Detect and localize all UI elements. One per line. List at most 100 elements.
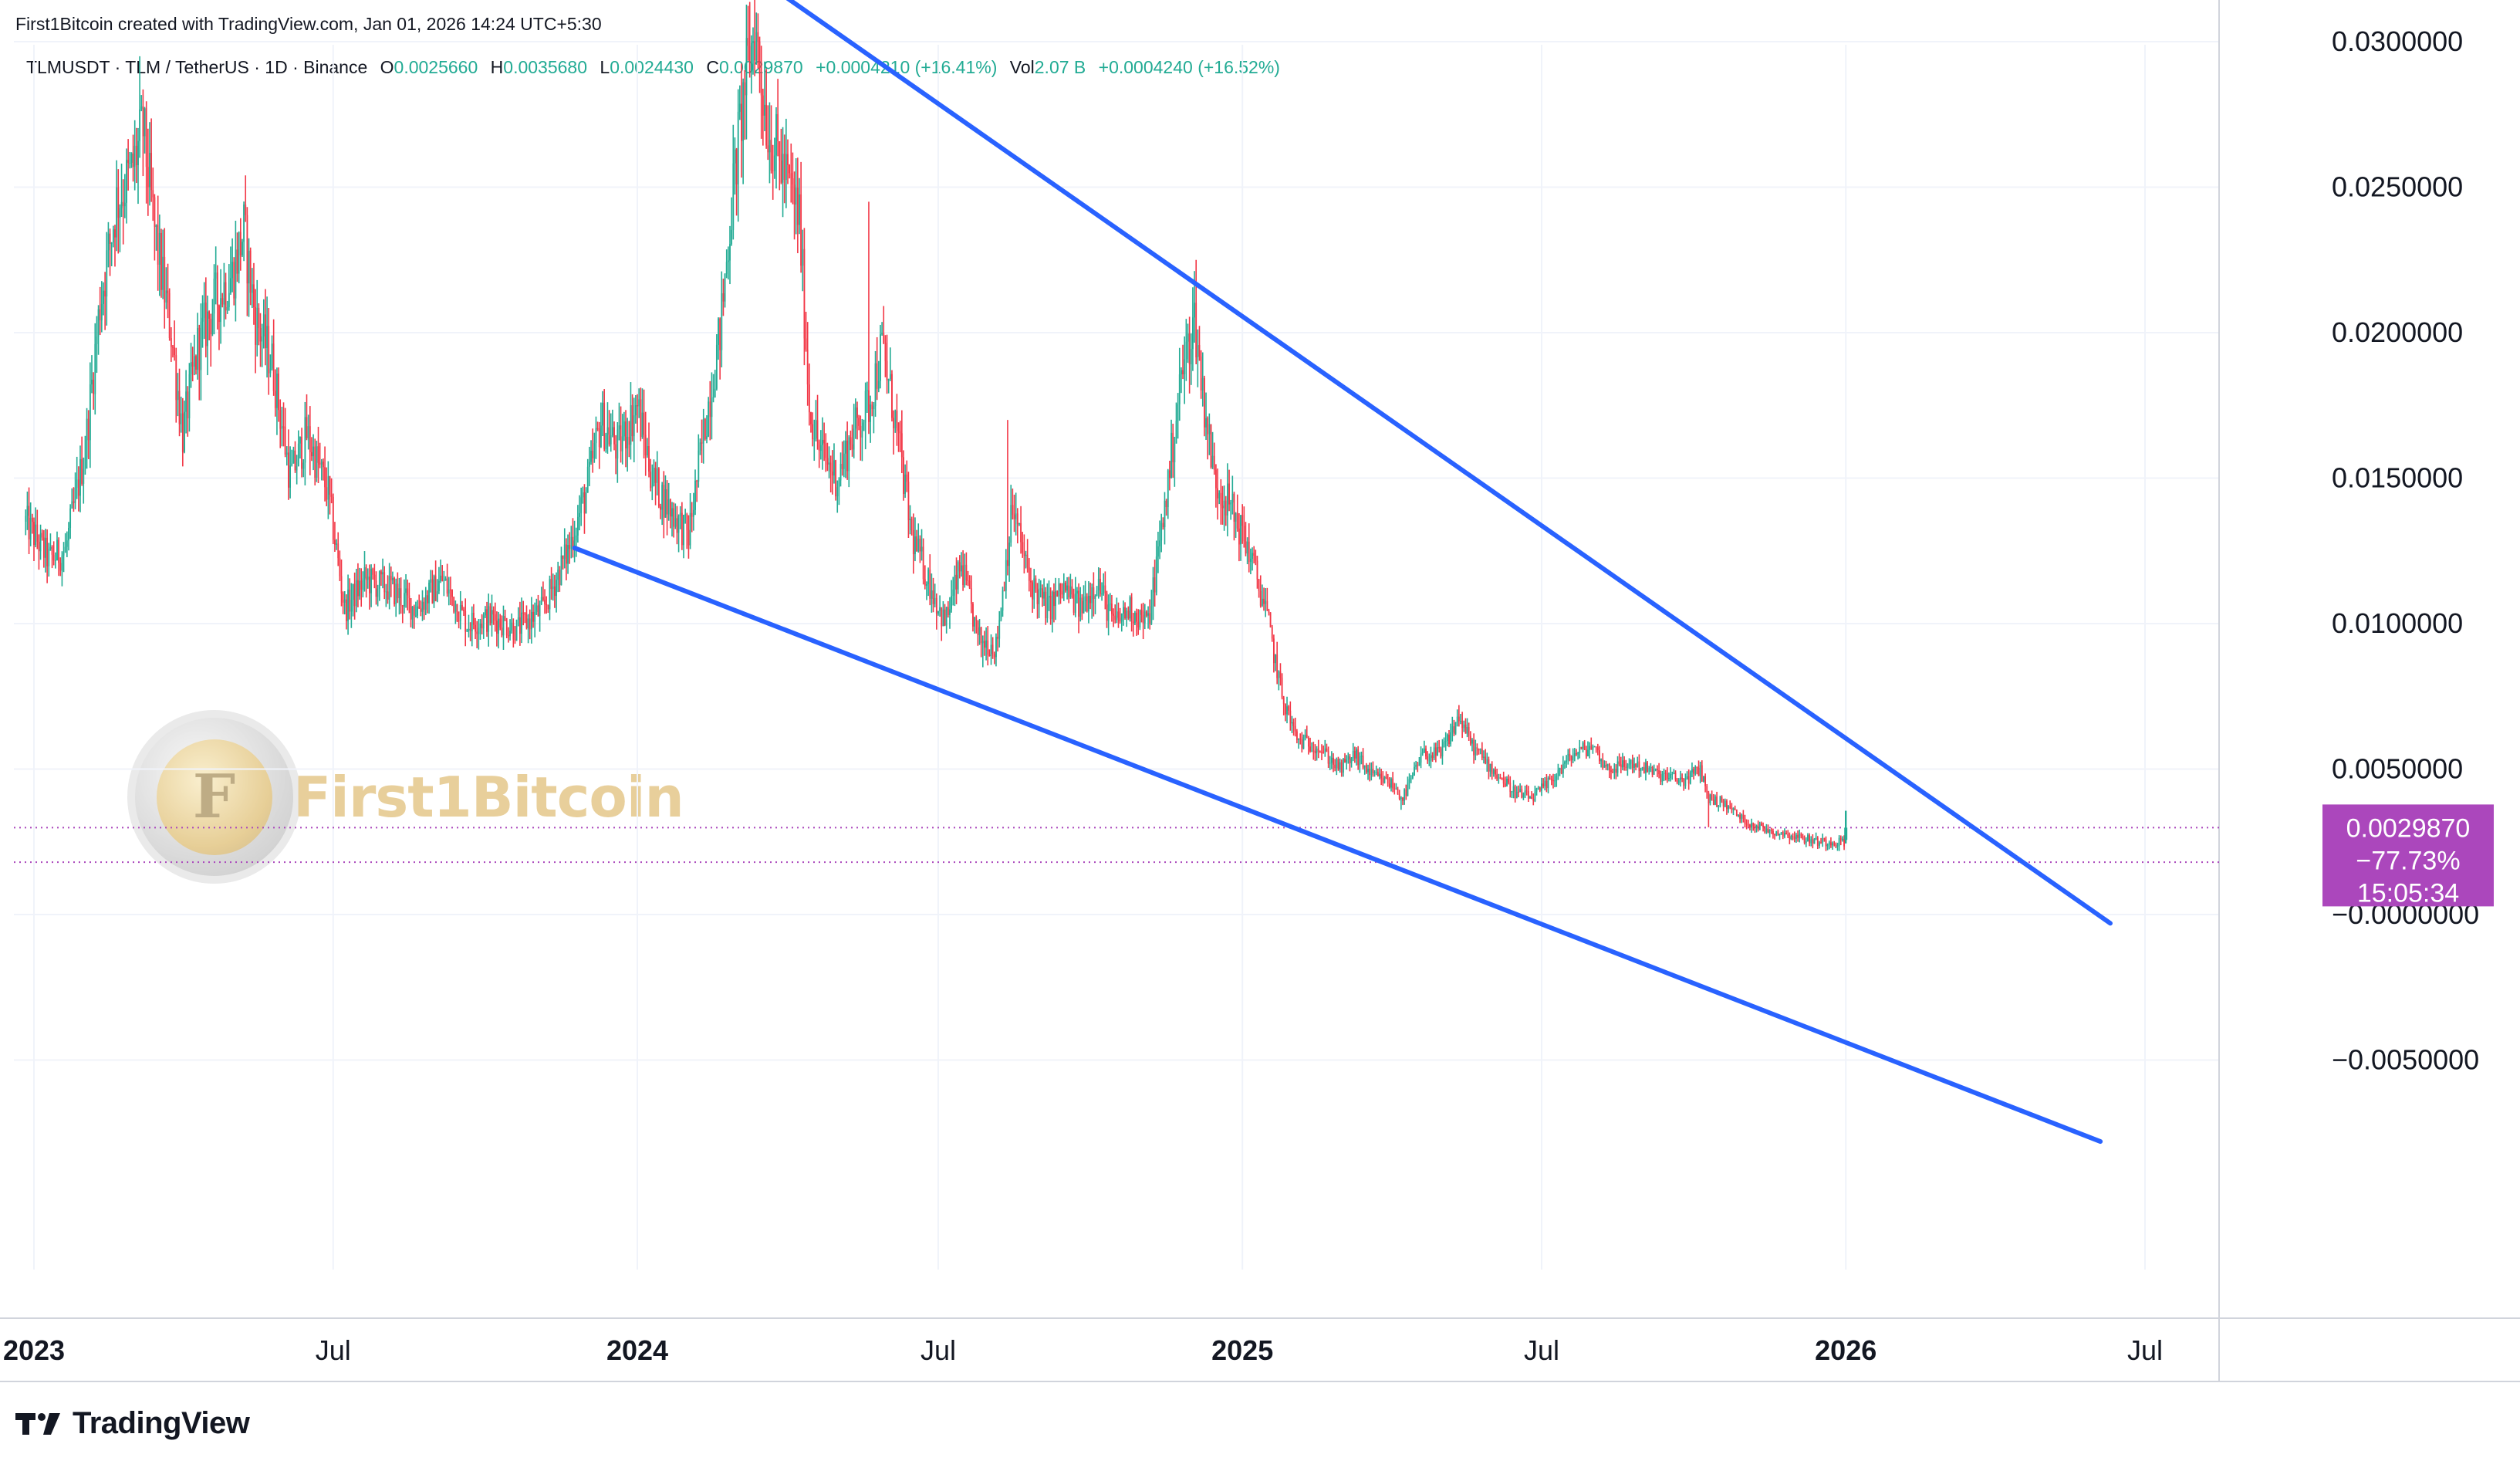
candle-body	[1522, 793, 1525, 798]
candle-body	[745, 38, 748, 96]
candle-body	[77, 479, 79, 496]
candle-body	[1552, 780, 1554, 782]
candle-body	[188, 374, 191, 419]
candle-body	[1706, 786, 1708, 793]
symbol-title[interactable]: TLMUSDT · TLM / TetherUS · 1D · Binance	[26, 57, 368, 77]
candle-body	[845, 440, 846, 454]
candle-body	[62, 552, 65, 556]
candle-body	[1764, 827, 1766, 833]
candle-body	[157, 225, 159, 265]
close-label: C	[706, 57, 719, 77]
candle-body	[1745, 823, 1748, 825]
candle-body	[66, 540, 68, 547]
candle-body	[475, 624, 476, 632]
grid	[14, 41, 2219, 1270]
candle-body	[899, 431, 901, 434]
candle-body	[1312, 750, 1315, 752]
y-tick-label: 0.0050000	[2332, 753, 2463, 785]
watermark-text: First1Bitcoin	[293, 764, 684, 830]
candle-body	[1243, 526, 1245, 542]
candle-body	[123, 202, 126, 207]
candle-body	[213, 279, 215, 314]
candle-body	[553, 586, 556, 597]
candle-body	[1388, 783, 1390, 788]
candle-body	[593, 443, 596, 458]
candle-body	[1797, 834, 1799, 838]
candle-body	[1353, 750, 1356, 759]
candle-body	[850, 437, 852, 445]
candle-body	[1434, 747, 1437, 756]
candle-body	[387, 591, 389, 600]
candle-body	[611, 427, 613, 436]
candle-body	[808, 384, 810, 413]
candle-body	[537, 605, 539, 617]
candle-body	[1398, 793, 1400, 799]
candle-body	[691, 512, 693, 517]
candle-body	[1819, 842, 1820, 846]
candle-body	[312, 446, 314, 457]
candle-body	[390, 576, 392, 580]
candle-body	[1554, 780, 1556, 782]
candle-body	[1460, 721, 1461, 722]
candle-body	[1666, 773, 1668, 779]
candle-body	[1504, 783, 1506, 786]
candle-body	[683, 515, 684, 546]
candle-body	[492, 610, 495, 615]
candle-body	[1306, 734, 1308, 739]
candle-body	[927, 570, 930, 584]
candle-body	[181, 413, 184, 452]
candle-body	[479, 623, 481, 628]
candle-body	[1468, 726, 1470, 736]
candle-body	[1380, 773, 1383, 779]
candle-body	[178, 391, 181, 424]
candle-body	[48, 548, 50, 566]
candle-body	[631, 405, 633, 437]
candle-body	[274, 391, 276, 408]
candle-body	[1613, 769, 1616, 773]
candle-body	[239, 232, 242, 255]
candle-body	[1339, 762, 1341, 770]
candle-body	[1407, 783, 1409, 796]
candle-body	[278, 374, 279, 411]
candle-body	[262, 314, 265, 336]
candle-body	[170, 338, 172, 347]
candle-body	[1599, 750, 1600, 762]
candle-body	[980, 627, 982, 644]
candle-body	[448, 589, 450, 594]
candle-body	[1154, 577, 1156, 593]
candle-body	[334, 539, 336, 545]
candle-body	[1606, 763, 1609, 766]
candle-body	[1420, 753, 1422, 763]
candle-body	[1628, 763, 1630, 765]
candle-body	[1073, 594, 1075, 613]
candle-body	[1097, 578, 1100, 591]
candle-body	[431, 579, 434, 604]
candle-body	[107, 233, 110, 251]
candle-body	[498, 618, 499, 634]
candle-body	[1039, 588, 1042, 590]
candle-body	[924, 579, 926, 586]
y-tick-label: 0.0150000	[2332, 462, 2463, 494]
candle-body	[1810, 839, 1812, 844]
candle-body	[712, 397, 714, 398]
candle-body	[1382, 778, 1384, 783]
candle-body	[567, 545, 569, 564]
candle-body	[592, 450, 594, 458]
candle-body	[674, 518, 677, 527]
candle-body	[669, 499, 671, 517]
candle-body	[679, 512, 681, 516]
candle-body	[1096, 590, 1098, 597]
candle-body	[1143, 611, 1146, 624]
candle-body	[59, 563, 62, 571]
candle-body	[451, 590, 453, 597]
candle-body	[1622, 760, 1623, 768]
candle-body	[727, 260, 729, 262]
last-candle-body	[1844, 827, 1848, 840]
candle-body	[641, 412, 644, 438]
tradingview-logo[interactable]: TradingView	[15, 1406, 250, 1441]
candle-body	[800, 194, 802, 266]
candle-body	[1324, 748, 1326, 752]
candle-body	[1815, 837, 1817, 840]
candle-body	[919, 538, 921, 552]
